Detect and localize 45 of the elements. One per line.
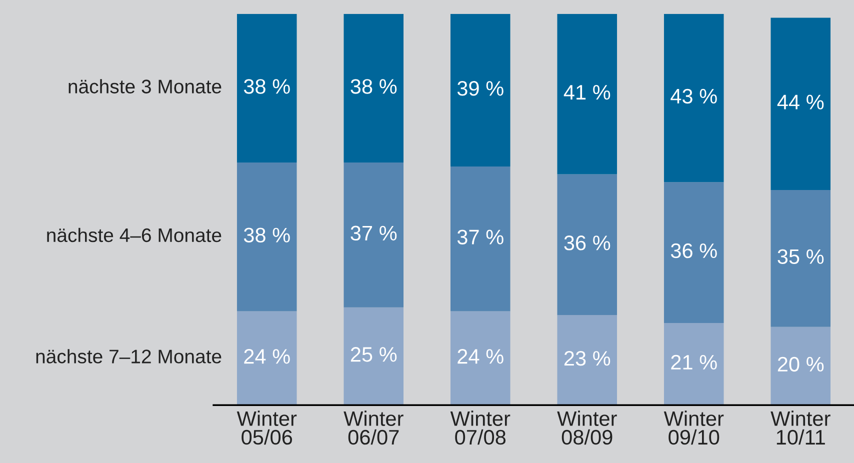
data-label: 24 % [244,349,290,364]
data-label: 37 % [350,226,397,241]
data-label: 38 % [244,79,290,94]
data-label: 38 % [350,79,397,94]
bar [770,326,831,406]
data-label: 25 % [350,347,397,362]
bar [557,174,618,316]
bar [664,14,724,182]
x-tick-label: Winter 10/11 [770,410,830,445]
data-label: 43 % [670,88,717,104]
data-label: 36 % [564,236,610,250]
data-label: 41 % [564,85,610,100]
data-label: 44 % [777,94,824,110]
x-tick-label: Winter 09/10 [664,410,724,445]
data-label: 38 % [244,228,290,242]
bar [770,190,831,327]
x-tick-label: Winter 08/09 [557,410,617,445]
data-label: 37 % [457,230,504,244]
x-tick-label: Winter 07/08 [450,410,510,445]
bar [770,18,831,190]
data-label: 35 % [778,249,824,264]
series-label: nächste 3 Monate [68,79,222,94]
data-label: 39 % [457,81,504,96]
series-label: nächste 7–12 Monate [36,349,222,364]
bar [664,322,724,406]
x-tick-label: Winter 06/07 [344,410,404,445]
bar [236,162,297,312]
bar [450,166,510,312]
bar [450,14,510,166]
x-tick-label: Winter 05/06 [236,410,297,445]
bar [344,307,404,406]
bar [557,14,618,174]
bar [236,14,297,163]
data-label: 36 % [670,243,717,258]
bar [344,14,404,163]
data-label: 23 % [564,350,610,366]
data-label: 20 % [778,356,824,372]
series-label: nächste 4–6 Monate [47,228,222,242]
bar [664,182,724,323]
bar [557,315,618,406]
bar [344,162,404,308]
bar [450,311,510,406]
data-label: 21 % [671,354,717,370]
data-label: 24 % [458,349,504,364]
bar [236,311,297,406]
